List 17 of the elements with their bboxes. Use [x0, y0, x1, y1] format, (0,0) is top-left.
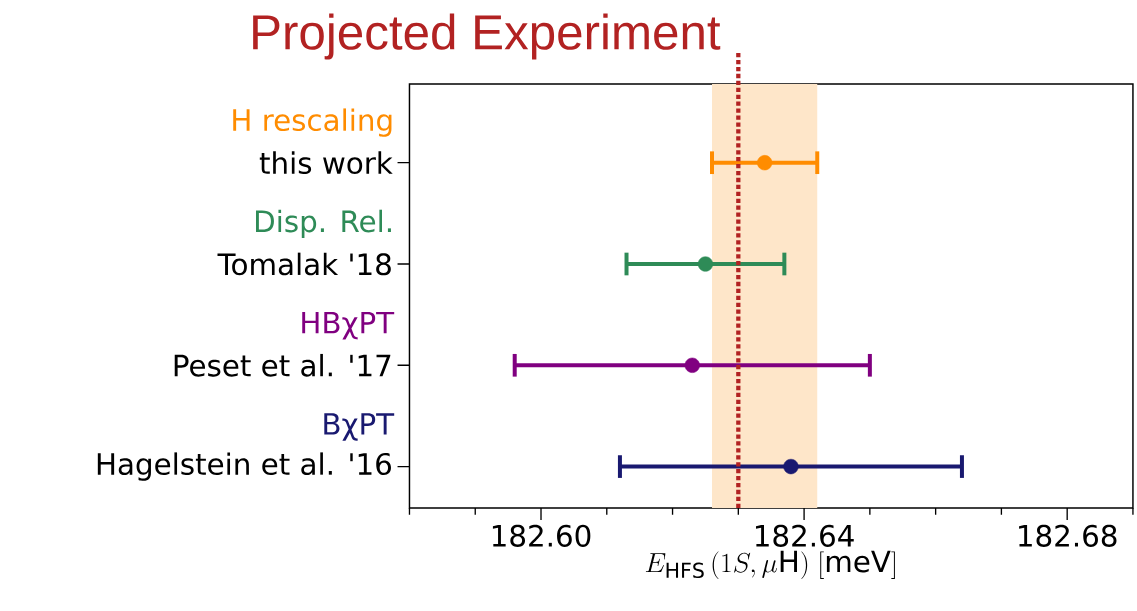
x-tick-label: 182.64 — [755, 524, 854, 547]
x-tick-label: 182.68 — [1019, 524, 1117, 547]
text: Disp. Rel. — [256, 209, 391, 239]
y-tick-label: this work — [259, 151, 393, 175]
y-tick-label: Hagelstein et al. '16 — [97, 452, 391, 481]
y-tick-label: Tomalak '18 — [217, 252, 391, 276]
text: BχPT — [324, 413, 395, 441]
point — [783, 458, 799, 475]
y-tick-label: Peset et al. '17 — [174, 353, 391, 377]
point — [697, 256, 714, 272]
x-axis-title: $E_{\mathrm{HFS}}\,(1S,\mu\mathrm{H})\;[\mathrm{meV}]$ — [645, 550, 895, 580]
text: HBχPT — [302, 311, 395, 340]
text: H rescaling — [233, 108, 392, 137]
point — [757, 155, 773, 171]
point — [684, 357, 700, 373]
ref-line-label: Projected Experiment — [253, 13, 721, 60]
x-tick-label: 182.60 — [492, 524, 591, 547]
